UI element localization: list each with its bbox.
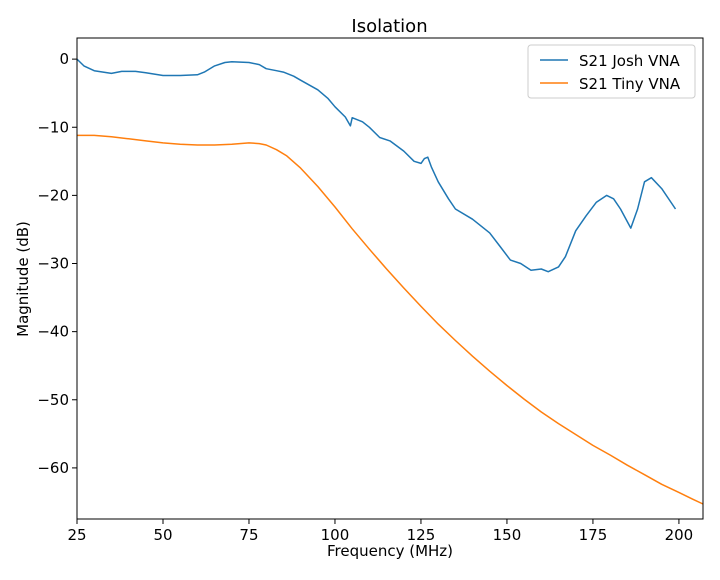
plot-area — [77, 38, 703, 519]
x-tick-label: 125 — [407, 526, 436, 544]
y-tick-label: −40 — [37, 323, 69, 341]
y-tick-label: 0 — [59, 50, 69, 68]
legend-label-tiny: S21 Tiny VNA — [579, 75, 681, 93]
series-line-1 — [77, 134, 704, 505]
series-line-0 — [76, 58, 677, 273]
plot-frame — [76, 37, 704, 520]
chart-title: Isolation — [351, 16, 427, 37]
x-tick-label: 175 — [579, 526, 608, 544]
x-tick-label: 25 — [67, 526, 86, 544]
y-tick-label: −10 — [37, 118, 69, 136]
legend-box — [527, 44, 696, 99]
series-layer — [76, 58, 704, 505]
y-tick-label: −20 — [37, 186, 69, 204]
x-tick-label: 200 — [665, 526, 694, 544]
x-tick-label: 75 — [239, 526, 258, 544]
ticks-layer: 25 50 75 100 125 150 175 200 0 −10 −20 −30 −40 −50 −60 — [37, 50, 693, 544]
axes-layer — [76, 37, 704, 520]
y-tick-label: −50 — [37, 391, 69, 409]
legend-label-josh: S21 Josh VNA — [579, 52, 681, 70]
y-axis-label: Magnitude (dB) — [14, 221, 32, 337]
x-tick-label: 50 — [153, 526, 172, 544]
x-tick-label: 150 — [493, 526, 522, 544]
x-tick-label: 100 — [321, 526, 350, 544]
y-tick-label: −60 — [37, 459, 69, 477]
x-axis-label: Frequency (MHz) — [327, 542, 453, 560]
legend: S21 Josh VNA S21 Tiny VNA — [527, 44, 696, 99]
y-tick-label: −30 — [37, 255, 69, 273]
